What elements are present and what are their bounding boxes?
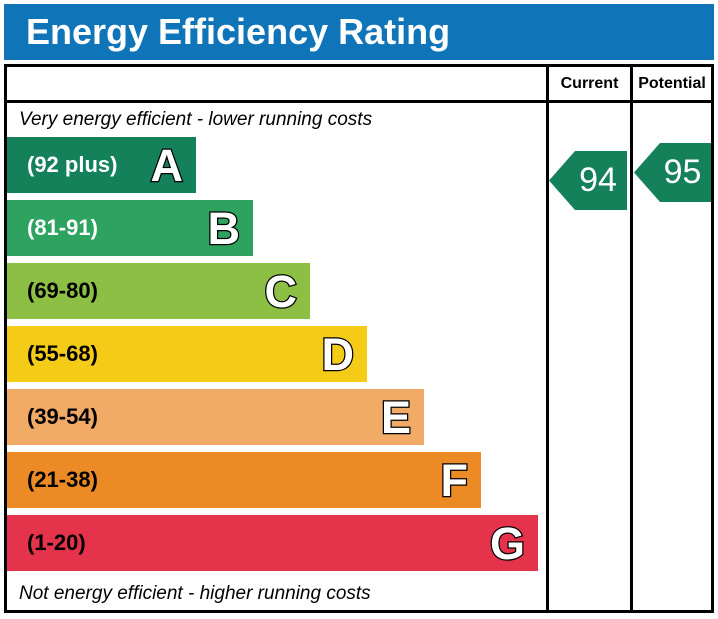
band-row: (21-38) F [7,452,546,515]
title-bar: Energy Efficiency Rating [4,4,714,60]
potential-rating-arrow: 95 [634,143,711,202]
band-range-label: (1-20) [27,530,86,555]
band-bar-b: (81-91) B [7,200,253,256]
band-bar-c: (69-80) C [7,263,310,319]
band-row: (55-68) D [7,326,546,389]
band-bar-d: (55-68) D [7,326,367,382]
current-rating-arrow: 94 [549,151,627,210]
band-bar-a: (92 plus) A [7,137,196,193]
band-letter: C [263,265,298,317]
band-range-label: (39-54) [27,404,98,429]
energy-rating-table: Very energy efficient - lower running co… [4,64,714,613]
band-bar-e: (39-54) E [7,389,424,445]
band-bar-f: (21-38) F [7,452,481,508]
band-range-label: (55-68) [27,341,98,366]
band-range-label: (69-80) [27,278,98,303]
band-letter: G [489,517,527,569]
band-column-header [7,67,546,103]
band-row: (69-80) C [7,263,546,326]
potential-column-body: 95 [633,103,711,610]
potential-column: Potential 95 [633,67,711,610]
band-column: Very energy efficient - lower running co… [7,67,549,610]
current-column-body: 94 [549,103,630,610]
current-column-header: Current [549,67,630,103]
band-range-label: (81-91) [27,215,98,240]
bottom-note: Not energy efficient - higher running co… [19,583,371,604]
top-note: Very energy efficient - lower running co… [19,109,373,130]
band-column-body: Very energy efficient - lower running co… [7,103,546,610]
band-row: (39-54) E [7,389,546,452]
band-range-label: (21-38) [27,467,98,492]
current-column: Current 94 [549,67,633,610]
band-row: (1-20) G [7,515,546,578]
band-letter: D [320,328,355,380]
band-bar-g: (1-20) G [7,515,538,571]
potential-column-header: Potential [633,67,711,103]
potential-rating-value: 95 [663,153,702,191]
band-letter: A [149,139,184,191]
page-title: Energy Efficiency Rating [26,11,451,52]
band-row: (92 plus) A [7,137,546,200]
band-letter: F [439,454,469,506]
band-row: (81-91) B [7,200,546,263]
band-range-label: (92 plus) [27,152,118,177]
band-letter: E [380,391,413,443]
current-rating-value: 94 [579,161,617,199]
band-letter: B [206,202,241,254]
